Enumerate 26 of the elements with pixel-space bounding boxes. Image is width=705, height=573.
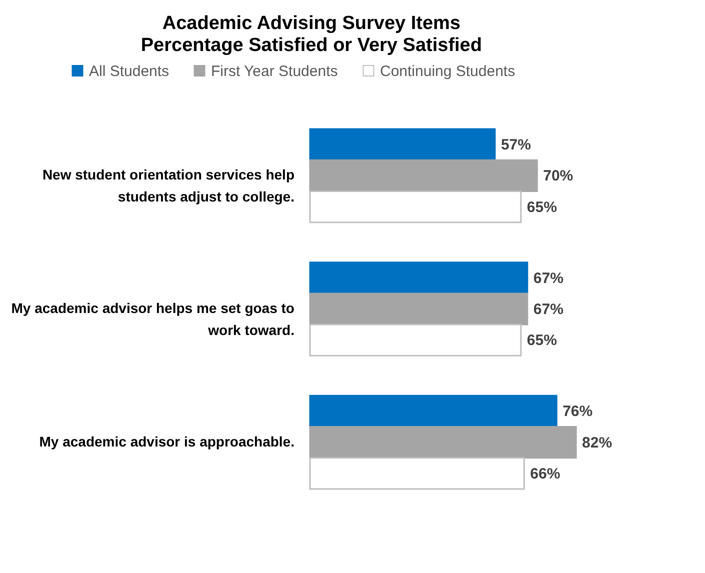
legend-label: All Students [89, 62, 170, 80]
chart-title: Academic Advising Survey Items [162, 13, 460, 34]
bar [309, 394, 558, 428]
y-tick-label: My academic advisor is approachable. [39, 433, 294, 450]
bar [309, 324, 522, 356]
y-tick-label: New student orientation services help students adjust to college. [42, 166, 294, 205]
chart-subtitle: Percentage Satisfied or Very Satisfied [140, 35, 482, 56]
data-label: 57% [500, 136, 531, 154]
y-tick-label: My academic advisor helps me set goas to work toward. [11, 300, 294, 338]
data-label: 65% [526, 332, 557, 350]
bar [309, 190, 522, 224]
bar [309, 457, 525, 490]
legend-label: First Year Students [211, 62, 338, 80]
data-label: 67% [533, 270, 564, 287]
data-label: 65% [526, 198, 557, 216]
legend-label: Continuing Students [380, 62, 516, 80]
bar [309, 262, 528, 294]
data-label: 76% [562, 403, 593, 420]
data-label: 67% [533, 301, 564, 318]
bar [309, 128, 496, 161]
data-label: 66% [530, 465, 560, 482]
bar [309, 292, 528, 326]
data-label: 70% [543, 168, 574, 185]
bar [309, 426, 577, 459]
data-label: 82% [582, 434, 612, 452]
bar [309, 159, 538, 192]
